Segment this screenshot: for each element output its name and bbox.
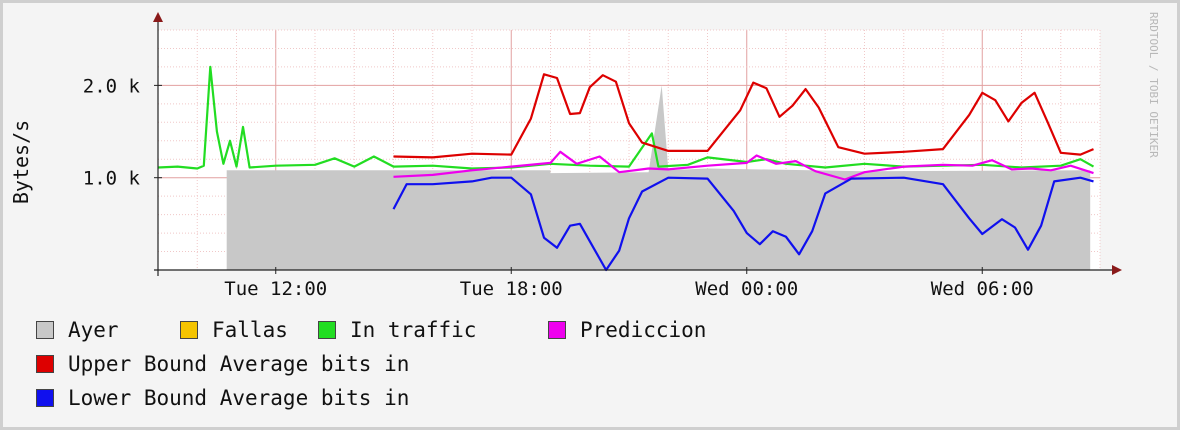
legend-label: Ayer xyxy=(68,318,119,342)
series-line-5 xyxy=(392,176,1094,272)
legend-swatch xyxy=(36,355,54,373)
legend-swatch xyxy=(36,321,54,339)
legend-label: Upper Bound Average bits in xyxy=(68,352,410,376)
legend-label: In traffic xyxy=(350,318,477,342)
legend-item: Prediccion xyxy=(548,318,706,342)
tick-labels: 1.0 k 2.0 k Tue 12:00 Tue 18:00 Wed 00:00 Wed… xyxy=(83,75,1034,300)
line-layer xyxy=(157,65,1095,272)
legend-item: Upper Bound Average bits in xyxy=(36,352,409,376)
legend-swatch xyxy=(548,321,566,339)
legend-swatch xyxy=(318,321,336,339)
area-layer xyxy=(226,85,1091,271)
legend-label: Prediccion xyxy=(580,318,707,342)
legend-swatch xyxy=(180,321,198,339)
legend-item: In traffic xyxy=(318,318,476,342)
legend-item: Fallas xyxy=(180,318,288,342)
series-area-0 xyxy=(226,85,1091,271)
y-tick-label: 2.0 k xyxy=(83,75,141,97)
axes xyxy=(153,12,1122,276)
series-line-4 xyxy=(393,73,1094,159)
y-axis-label: Bytes/s xyxy=(9,120,33,204)
x-tick-label: Wed 06:00 xyxy=(931,278,1034,300)
legend-item: Lower Bound Average bits in xyxy=(36,386,409,410)
series-line-3 xyxy=(393,150,1094,181)
x-tick-label: Tue 18:00 xyxy=(460,278,563,300)
x-axis-arrow xyxy=(1112,265,1122,275)
y-axis-arrow xyxy=(153,12,163,22)
legend-item: Ayer xyxy=(36,318,119,342)
watermark: RRDTOOL / TOBI OETIKER xyxy=(1147,12,1160,158)
x-tick-label: Wed 00:00 xyxy=(695,278,798,300)
legend-label: Lower Bound Average bits in xyxy=(68,386,410,410)
legend-swatch xyxy=(36,389,54,407)
x-tick-label: Tue 12:00 xyxy=(224,278,327,300)
y-tick-label: 1.0 k xyxy=(83,168,141,190)
legend-label: Fallas xyxy=(212,318,288,342)
